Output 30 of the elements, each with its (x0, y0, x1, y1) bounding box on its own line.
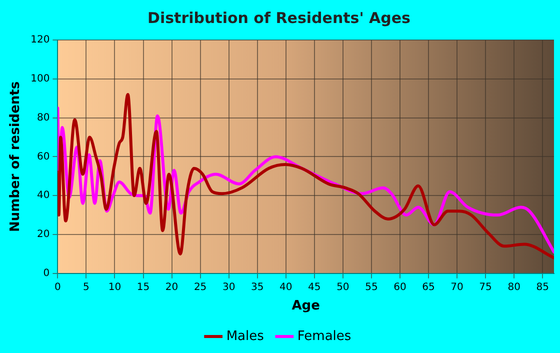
y-tick-label: 120 (30, 34, 50, 46)
x-tick-label: 25 (194, 282, 207, 293)
x-axis-title: Age (292, 298, 320, 314)
x-tick-label: 70 (450, 282, 464, 293)
legend-label: Females (297, 328, 352, 344)
legend-label: Males (226, 328, 264, 344)
x-tick-label: 30 (222, 282, 236, 293)
x-tick-label: 50 (336, 282, 350, 293)
x-tick-label: 45 (308, 282, 321, 293)
chart-title: Distribution of Residents' Ages (148, 8, 411, 27)
x-tick-label: 10 (108, 282, 122, 293)
x-tick-label: 5 (83, 282, 90, 293)
y-tick-label: 20 (36, 229, 50, 240)
x-tick-label: 85 (536, 282, 549, 293)
x-tick-label: 65 (422, 282, 435, 293)
y-tick-label: 80 (36, 112, 50, 124)
x-tick-label: 80 (508, 282, 520, 293)
x-tick-label: 55 (365, 282, 378, 293)
x-tick-label: 35 (250, 282, 264, 293)
x-tick-label: 0 (54, 282, 61, 293)
x-tick-label: 40 (280, 282, 292, 293)
y-tick-label: 60 (36, 151, 50, 162)
y-tick-label: 40 (36, 190, 50, 202)
y-tick-label: 100 (30, 73, 50, 84)
y-axis-title: Number of residents (8, 81, 24, 232)
x-tick-label: 60 (394, 282, 406, 293)
y-tick-label: 0 (43, 268, 50, 279)
x-tick-label: 75 (479, 282, 492, 293)
x-tick-label: 15 (136, 282, 150, 293)
x-tick-label: 20 (165, 282, 178, 293)
